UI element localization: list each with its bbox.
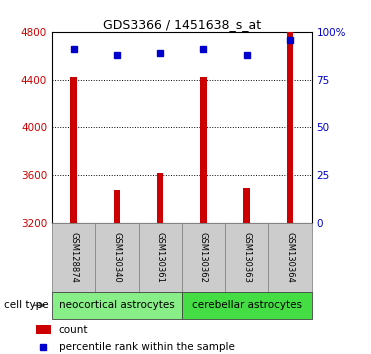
Bar xyxy=(114,190,120,223)
Bar xyxy=(182,292,312,319)
Bar xyxy=(243,188,250,223)
Text: GSM130363: GSM130363 xyxy=(242,232,251,283)
Bar xyxy=(70,77,77,223)
Text: GSM130364: GSM130364 xyxy=(286,232,295,283)
Title: GDS3366 / 1451638_s_at: GDS3366 / 1451638_s_at xyxy=(103,18,261,31)
Bar xyxy=(95,223,138,292)
Bar xyxy=(225,223,268,292)
Text: GSM128874: GSM128874 xyxy=(69,232,78,283)
Bar xyxy=(268,223,312,292)
Bar xyxy=(52,223,95,292)
Bar xyxy=(36,325,52,334)
Text: GSM130361: GSM130361 xyxy=(156,232,165,283)
Text: cell type: cell type xyxy=(4,300,48,310)
Text: GSM130362: GSM130362 xyxy=(199,232,208,283)
Text: count: count xyxy=(59,325,88,335)
Bar xyxy=(157,173,163,223)
Bar xyxy=(182,223,225,292)
Bar xyxy=(287,32,293,223)
Bar xyxy=(200,77,207,223)
Text: cerebellar astrocytes: cerebellar astrocytes xyxy=(192,300,302,310)
Text: neocortical astrocytes: neocortical astrocytes xyxy=(59,300,175,310)
Text: percentile rank within the sample: percentile rank within the sample xyxy=(59,342,234,352)
Bar xyxy=(52,292,182,319)
Bar xyxy=(138,223,182,292)
Text: GSM130340: GSM130340 xyxy=(112,232,121,283)
